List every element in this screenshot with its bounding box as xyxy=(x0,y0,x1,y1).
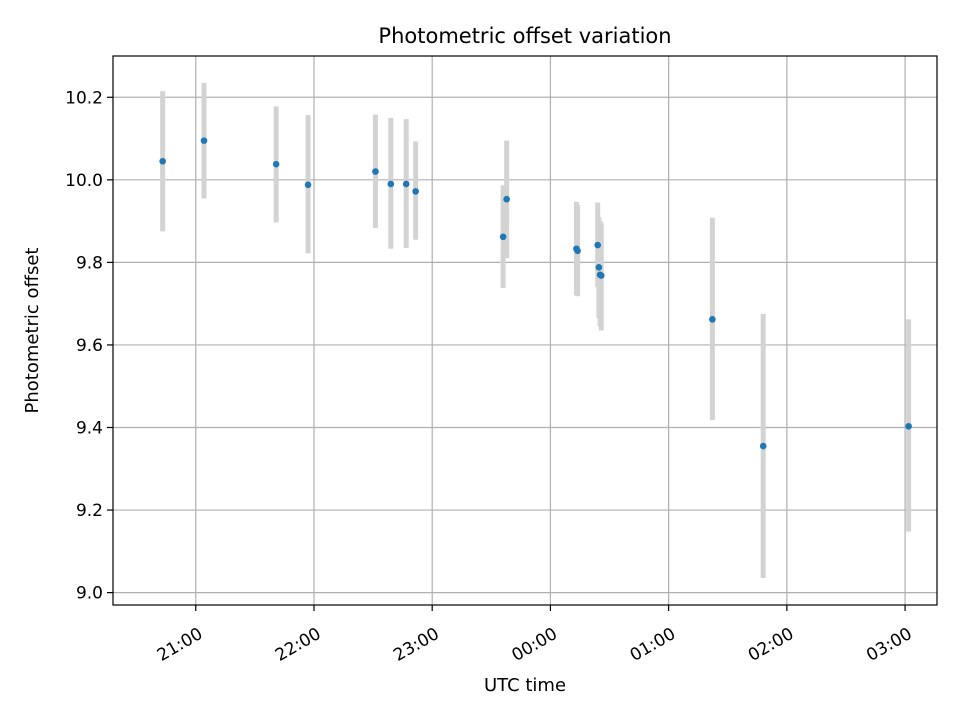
y-tick-label: 9.2 xyxy=(76,501,103,521)
y-axis-title: Photometric offset xyxy=(22,248,43,414)
data-point xyxy=(759,442,767,450)
data-point xyxy=(709,316,716,323)
data-point xyxy=(594,241,602,249)
data-point xyxy=(574,247,581,255)
y-tick-label: 9.4 xyxy=(76,419,103,439)
data-point xyxy=(159,157,166,165)
data-point xyxy=(200,137,208,144)
y-tick-label: 9.8 xyxy=(76,253,103,273)
data-point xyxy=(597,272,605,279)
data-point xyxy=(272,160,280,168)
grid xyxy=(113,56,937,605)
data-point xyxy=(595,264,603,271)
y-tick-label: 10.0 xyxy=(65,171,103,191)
x-axis-title: UTC time xyxy=(484,675,566,696)
data-point xyxy=(304,181,312,189)
data-point xyxy=(905,422,912,430)
data-point xyxy=(412,188,419,195)
chart-title: Photometric offset variation xyxy=(378,24,671,48)
data-point xyxy=(387,180,395,188)
data-point xyxy=(372,168,379,175)
y-tick-label: 9.6 xyxy=(76,336,103,356)
plot-frame xyxy=(112,55,938,606)
data-point xyxy=(503,195,510,203)
y-tick-label: 10.2 xyxy=(65,88,103,108)
data-point xyxy=(402,180,410,188)
data-point xyxy=(499,233,507,241)
y-tick-label: 9.0 xyxy=(76,584,103,604)
data-points xyxy=(159,137,912,450)
